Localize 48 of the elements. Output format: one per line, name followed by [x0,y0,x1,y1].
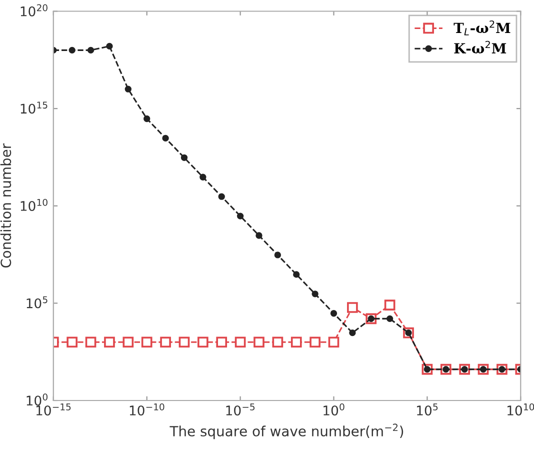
x-tick-label: 10$^{10}$ [508,403,534,416]
point [106,42,113,50]
point [124,86,132,92]
point [328,336,340,348]
legend-label: K-ω$^{2}$M [454,40,506,54]
point [274,252,282,258]
point [122,336,134,348]
point [198,336,208,348]
point [162,134,169,142]
legend-label: T$_{L}$-ω$^{2}$M [454,20,510,36]
point [290,336,302,348]
point [141,336,152,348]
point [104,336,115,348]
point [254,336,264,348]
point [272,336,284,348]
point [85,336,96,348]
point [256,232,262,239]
y-tick-label: 10$^{15}$ [20,102,48,114]
point [236,212,244,220]
point [218,193,225,200]
point [180,154,188,161]
x-tick-label: 10$^{−10}$ [130,403,164,416]
point [200,174,206,180]
y-tick-label: 10$^{0}$ [26,394,48,406]
point [178,336,190,348]
y-axis-title: Condition number [0,143,12,268]
point [312,290,318,298]
point [347,302,358,313]
point [216,336,228,348]
point [68,46,76,54]
y-tick-label: 10$^{20}$ [20,4,48,16]
point [386,315,394,322]
point [384,300,396,310]
y-tick-label: 10$^{5}$ [26,296,48,308]
y-tick-label: 10$^{10}$ [20,198,48,211]
x-tick-label: 10$^{−5}$ [226,404,255,416]
point [310,336,320,348]
point [87,46,94,54]
point [330,310,338,317]
point [349,329,356,336]
x-axis-title: The square of wave number(m$^{−2}$) [170,424,404,440]
point [234,336,246,348]
point [66,336,78,348]
x-tick-label: 10$^{0}$ [324,403,344,416]
x-tick-label: 10$^{5}$ [417,404,438,416]
point [144,115,150,122]
point [160,336,171,348]
point [293,271,300,278]
